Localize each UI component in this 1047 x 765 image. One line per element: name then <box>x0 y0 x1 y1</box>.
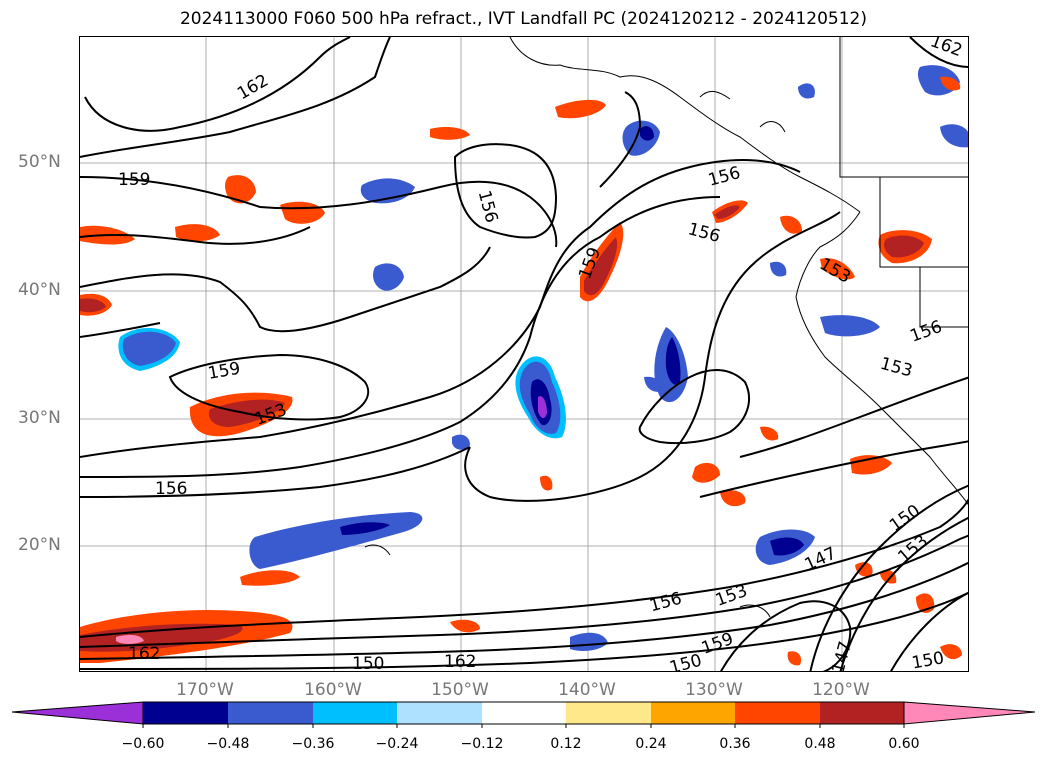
colorbar-bin <box>735 702 820 724</box>
lat-label: 20°N <box>18 535 61 555</box>
lon-label: 130°W <box>685 680 743 700</box>
colorbar <box>11 701 1036 728</box>
contour-label: 156 <box>706 163 743 191</box>
contour-label: 156 <box>474 188 502 225</box>
map-title: 2024113000 F060 500 hPa refract., IVT La… <box>179 9 867 29</box>
lon-label: 120°W <box>812 680 870 700</box>
contour-label: 156 <box>686 219 723 247</box>
colorbar-tick-label: 0.24 <box>635 736 667 752</box>
colorbar-tick-label: 0.12 <box>550 736 582 752</box>
colorbar-tick-label: −0.36 <box>291 736 335 752</box>
contour-label: 156 <box>908 317 945 347</box>
colorbar-bin <box>482 702 566 724</box>
colorbar-tick-label: −0.12 <box>460 736 504 752</box>
lat-label: 50°N <box>18 152 61 172</box>
contour-label: 156 <box>155 479 187 499</box>
graticule <box>80 37 968 671</box>
colorbar-bin <box>820 702 904 724</box>
contour-label: 153 <box>878 354 915 382</box>
contour-label: 153 <box>713 581 750 611</box>
map-canvas: 162 162 159 156 156 159 156 153 156 159 … <box>80 37 968 672</box>
colorbar-tick-label: 0.60 <box>888 736 920 752</box>
contour-label: 156 <box>647 589 684 617</box>
lon-label: 170°W <box>176 680 234 700</box>
contour-label: 153 <box>894 531 932 567</box>
contour-label: 159 <box>118 170 150 190</box>
contour-label: 159 <box>206 359 241 384</box>
map-panel: 162 162 159 156 156 159 156 153 156 159 … <box>79 36 969 672</box>
contour-label: 150 <box>352 654 384 672</box>
colorbar-bin <box>313 702 397 724</box>
lon-label: 150°W <box>431 680 489 700</box>
contour-label: 162 <box>928 37 965 61</box>
contour-label: 162 <box>128 644 160 664</box>
colorbar-extend-right <box>903 701 1036 725</box>
colorbar-bin <box>651 702 735 724</box>
lon-label: 160°W <box>304 680 362 700</box>
positive-anomaly-patches <box>80 76 962 666</box>
colorbar-bin <box>566 702 651 724</box>
contour-label: 150 <box>910 648 945 672</box>
lon-label: 140°W <box>558 680 616 700</box>
lat-label: 30°N <box>18 408 61 428</box>
colorbar-tick-label: 0.48 <box>804 736 836 752</box>
colorbar-bin <box>397 702 482 724</box>
colorbar-bin <box>228 702 313 724</box>
lat-label: 40°N <box>18 280 61 300</box>
colorbar-tick-label: 0.36 <box>719 736 751 752</box>
colorbar-extend-left <box>11 701 144 725</box>
coastlines <box>364 37 968 618</box>
colorbar-tick-label: −0.48 <box>206 736 250 752</box>
negative-anomaly-patches <box>118 65 968 651</box>
colorbar-tick-label: −0.24 <box>375 736 419 752</box>
colorbar-bin <box>143 702 228 724</box>
contour-label: 147 <box>828 639 856 672</box>
contour-label: 162 <box>234 71 272 105</box>
colorbar-tick-label: −0.60 <box>121 736 165 752</box>
contour-label: 150 <box>667 651 704 672</box>
contours <box>80 37 968 671</box>
contour-label: 162 <box>444 652 476 672</box>
